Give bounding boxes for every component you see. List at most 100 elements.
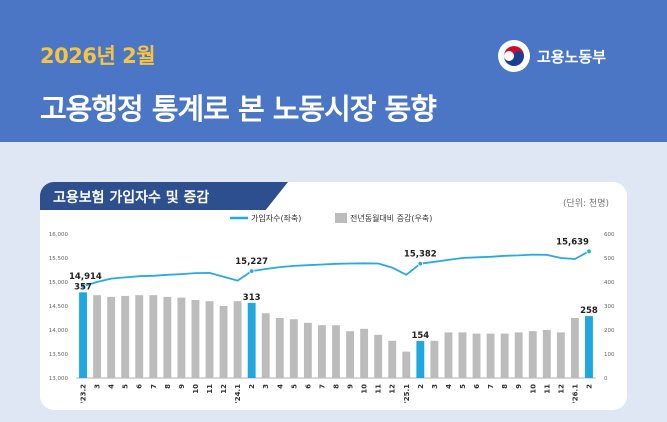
- bar: [149, 295, 158, 378]
- bar: [542, 330, 551, 378]
- report-date: 2026년 2월: [40, 44, 156, 68]
- right-axis-tick-label: 600: [604, 232, 615, 238]
- bar-data-label: 357: [74, 282, 92, 292]
- x-tick-label: 10: [361, 384, 369, 394]
- line-series-path: [82, 250, 590, 287]
- bar: [360, 328, 369, 378]
- taegeuk-icon: [498, 40, 530, 72]
- bar: [289, 319, 298, 378]
- left-axis-tick-label: 15,500: [49, 256, 69, 262]
- x-tick-label: 5: [122, 384, 130, 389]
- line-data-label: 15,227: [235, 257, 268, 267]
- bar: [79, 292, 87, 378]
- right-axis-tick-label: 300: [604, 304, 615, 310]
- right-axis-tick-label: 100: [604, 352, 615, 358]
- left-axis-tick-label: 13,000: [49, 376, 69, 382]
- bar: [163, 296, 172, 378]
- x-tick-label: 8: [333, 384, 341, 389]
- chart-card: 고용보험 가입자수 및 증감 (단위: 천명) 13,000 13,500 14,0…: [40, 182, 627, 410]
- x-tick-label: 6: [473, 384, 481, 389]
- right-axis-tick-label: 0: [604, 376, 608, 382]
- x-tick-label: 12: [389, 384, 397, 394]
- line-point: [586, 248, 592, 255]
- x-tick-label: '25.1: [403, 384, 411, 404]
- x-tick-label: 9: [178, 384, 186, 389]
- line-point: [80, 283, 86, 289]
- x-tick-label: 9: [515, 384, 523, 389]
- x-tick-label: '23.2: [80, 384, 88, 404]
- bar: [458, 332, 467, 378]
- ministry-logo: 고용노동부: [497, 39, 606, 73]
- bar: [121, 295, 130, 378]
- ministry-name: 고용노동부: [537, 47, 607, 66]
- x-tick-label: 11: [543, 384, 551, 394]
- bar: [570, 318, 579, 378]
- bar: [303, 322, 312, 378]
- bar: [556, 332, 565, 378]
- left-axis-tick-label: 16,000: [49, 232, 69, 238]
- bar: [135, 295, 144, 378]
- unit-label: (단위: 천명): [562, 199, 609, 209]
- bar: [177, 297, 186, 378]
- bar: [444, 332, 453, 378]
- bar: [318, 325, 326, 378]
- bar: [388, 340, 397, 378]
- x-tick-label: '26.1: [571, 384, 579, 404]
- x-tick-label: 12: [557, 384, 565, 394]
- x-tick-label: 6: [304, 384, 312, 389]
- bar: [500, 333, 509, 378]
- x-tick-label: 2: [248, 384, 256, 389]
- header-banner: 2026년 2월 고용행정 통계로 본 노동시장 동향 고용노동부: [0, 0, 667, 142]
- line-data-label: 15,639: [556, 237, 589, 247]
- bar: [219, 306, 228, 378]
- line-data-label: 14,914: [69, 272, 102, 282]
- bar: [261, 313, 270, 378]
- bar: [514, 332, 523, 378]
- bar: [402, 351, 411, 378]
- bar: [233, 301, 242, 378]
- x-tick-label: '24.1: [234, 384, 242, 404]
- x-tick-label: 5: [459, 384, 467, 389]
- bar: [528, 331, 537, 378]
- bar-data-label: 258: [580, 306, 598, 316]
- x-tick-label: 3: [262, 384, 270, 389]
- bar: [205, 301, 214, 378]
- line-point: [417, 260, 424, 267]
- left-axis-tick-label: 14,000: [49, 328, 69, 334]
- legend-bar-label: 전년동월대비 증감(우축): [350, 213, 432, 223]
- bar: [332, 325, 340, 378]
- bar: [107, 296, 116, 378]
- x-tick-label: 4: [108, 384, 116, 389]
- x-tick-label: 6: [136, 384, 144, 389]
- bar: [93, 295, 102, 378]
- bar: [486, 333, 495, 378]
- bar: [472, 333, 481, 378]
- x-tick-label: 7: [318, 384, 326, 389]
- bar: [247, 302, 256, 378]
- bar: [416, 341, 425, 378]
- x-tick-label: 3: [431, 384, 439, 389]
- x-tick-label: 9: [347, 384, 355, 389]
- x-tick-label: 10: [192, 384, 200, 394]
- x-tick-label: 7: [150, 384, 158, 389]
- chart-title-tab: [40, 182, 288, 210]
- x-tick-label: 2: [417, 384, 425, 389]
- x-tick-label: 7: [487, 384, 495, 389]
- right-axis-tick-label: 400: [604, 280, 615, 286]
- x-tick-label: 4: [276, 384, 284, 389]
- left-axis-tick-label: 15,000: [49, 280, 69, 286]
- legend-line-label: 가입자수(좌축): [251, 214, 301, 223]
- bar: [191, 300, 200, 378]
- bar: [275, 318, 284, 378]
- bar-data-label: 154: [411, 331, 429, 341]
- x-tick-label: 10: [529, 384, 537, 394]
- left-axis-tick-label: 13,500: [49, 352, 69, 358]
- x-tick-label: 11: [206, 384, 214, 394]
- right-axis-tick-label: 500: [604, 256, 615, 262]
- left-axis-tick-label: 14,500: [49, 304, 69, 310]
- x-tick-label: 8: [164, 384, 172, 389]
- x-tick-label: 11: [375, 384, 383, 394]
- chart-title: 고용보험 가입자수 및 증감: [53, 190, 210, 206]
- x-tick-label: 3: [94, 384, 102, 389]
- bar: [346, 331, 354, 378]
